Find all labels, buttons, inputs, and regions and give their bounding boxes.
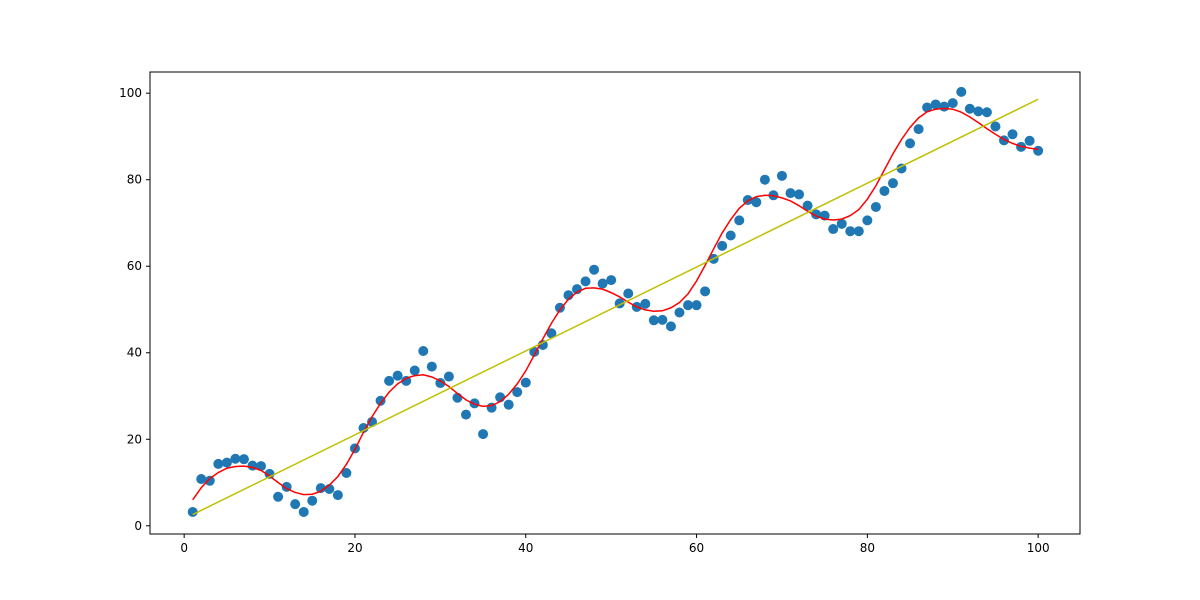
scatter-point [580,276,591,287]
scatter-point [332,490,343,501]
scatter-point [802,200,813,211]
scatter-point [401,375,412,386]
scatter-point [623,288,634,299]
scatter-point [794,189,805,200]
scatter-point [375,395,386,406]
y-tick-label: 80 [127,173,142,187]
scatter-point [939,101,950,112]
scatter-point [990,121,1001,132]
scatter-point [691,300,702,311]
scatter-point [648,315,659,326]
scatter-point [221,457,232,468]
scatter-point [1033,145,1044,156]
scatter-point [853,226,864,237]
scatter-point [759,174,770,185]
scatter-point [290,499,301,510]
scatter-point [836,218,847,229]
y-tick-label: 0 [134,519,142,533]
scatter-point [862,215,873,226]
scatter-point [469,398,480,409]
scatter-point [256,461,267,472]
x-tick-label: 40 [518,541,533,555]
scatter-point [204,475,215,486]
scatter-point [503,399,514,410]
y-tick-label: 20 [127,432,142,446]
y-tick-label: 100 [119,86,142,100]
scatter-point [776,170,787,181]
scatter-point [785,188,796,199]
scatter-point [315,483,326,494]
scatter-point [392,370,403,381]
scatter-point [751,197,762,208]
scatter-point [1007,129,1018,140]
scatter-point [947,98,958,109]
scatter-point [597,278,608,289]
scatter-point [546,328,557,339]
scatter-point [358,423,369,434]
scatter-point [683,300,694,311]
scatter-point [674,307,685,318]
scatter-point [384,375,395,386]
scatter-point [879,185,890,196]
scatter-point [717,240,728,251]
scatter-point [409,365,420,376]
scatter-point [554,302,565,313]
scatter-point [981,107,992,118]
scatter-point [887,178,898,189]
x-tick-label: 80 [860,541,875,555]
scatter-point [273,491,284,502]
scatter-point [426,361,437,372]
scatter-point [657,314,668,325]
scatter-point [640,298,651,309]
scatter-point [187,506,198,517]
scatter-point [922,102,933,113]
scatter-point [734,215,745,226]
fit-curve-line [192,107,1039,501]
scatter-point [1024,135,1035,146]
scatter-point [973,106,984,117]
scatter-point [870,201,881,212]
scatter-point [845,226,856,237]
axes-frame [149,71,1081,535]
scatter-point [606,275,617,286]
scatter-point [913,124,924,135]
scatter-point [700,286,711,297]
y-tick-label: 40 [127,346,142,360]
scatter-point [665,321,676,332]
scatter-point [589,264,600,275]
scatter-point [930,99,941,110]
scatter-point [298,506,309,517]
scatter-point [341,468,352,479]
scatter-point [964,103,975,114]
scatter-point [478,429,489,440]
scatter-point [520,377,531,388]
scatter-point [828,224,839,235]
scatter-point [460,409,471,420]
scatter-point [307,495,318,506]
scatter-point [512,387,523,398]
trend-line [192,98,1039,516]
scatter-point [725,230,736,241]
y-tick-label: 60 [127,259,142,273]
scatter-point [418,346,429,357]
scatter-point [196,474,207,485]
scatter-point [230,453,241,464]
scatter-point [905,138,916,149]
x-tick-label: 60 [689,541,704,555]
scatter-point [213,458,224,469]
scatter-point [956,86,967,97]
x-axis: 0 20 40 60 80 100 [180,534,1050,555]
scatter-point [443,371,454,382]
x-tick-label: 100 [1027,541,1050,555]
plot-area [187,86,1044,517]
y-axis: 0 20 40 60 80 100 [119,86,150,533]
x-tick-label: 20 [347,541,362,555]
x-tick-label: 0 [180,541,188,555]
scatter-point [238,454,249,465]
